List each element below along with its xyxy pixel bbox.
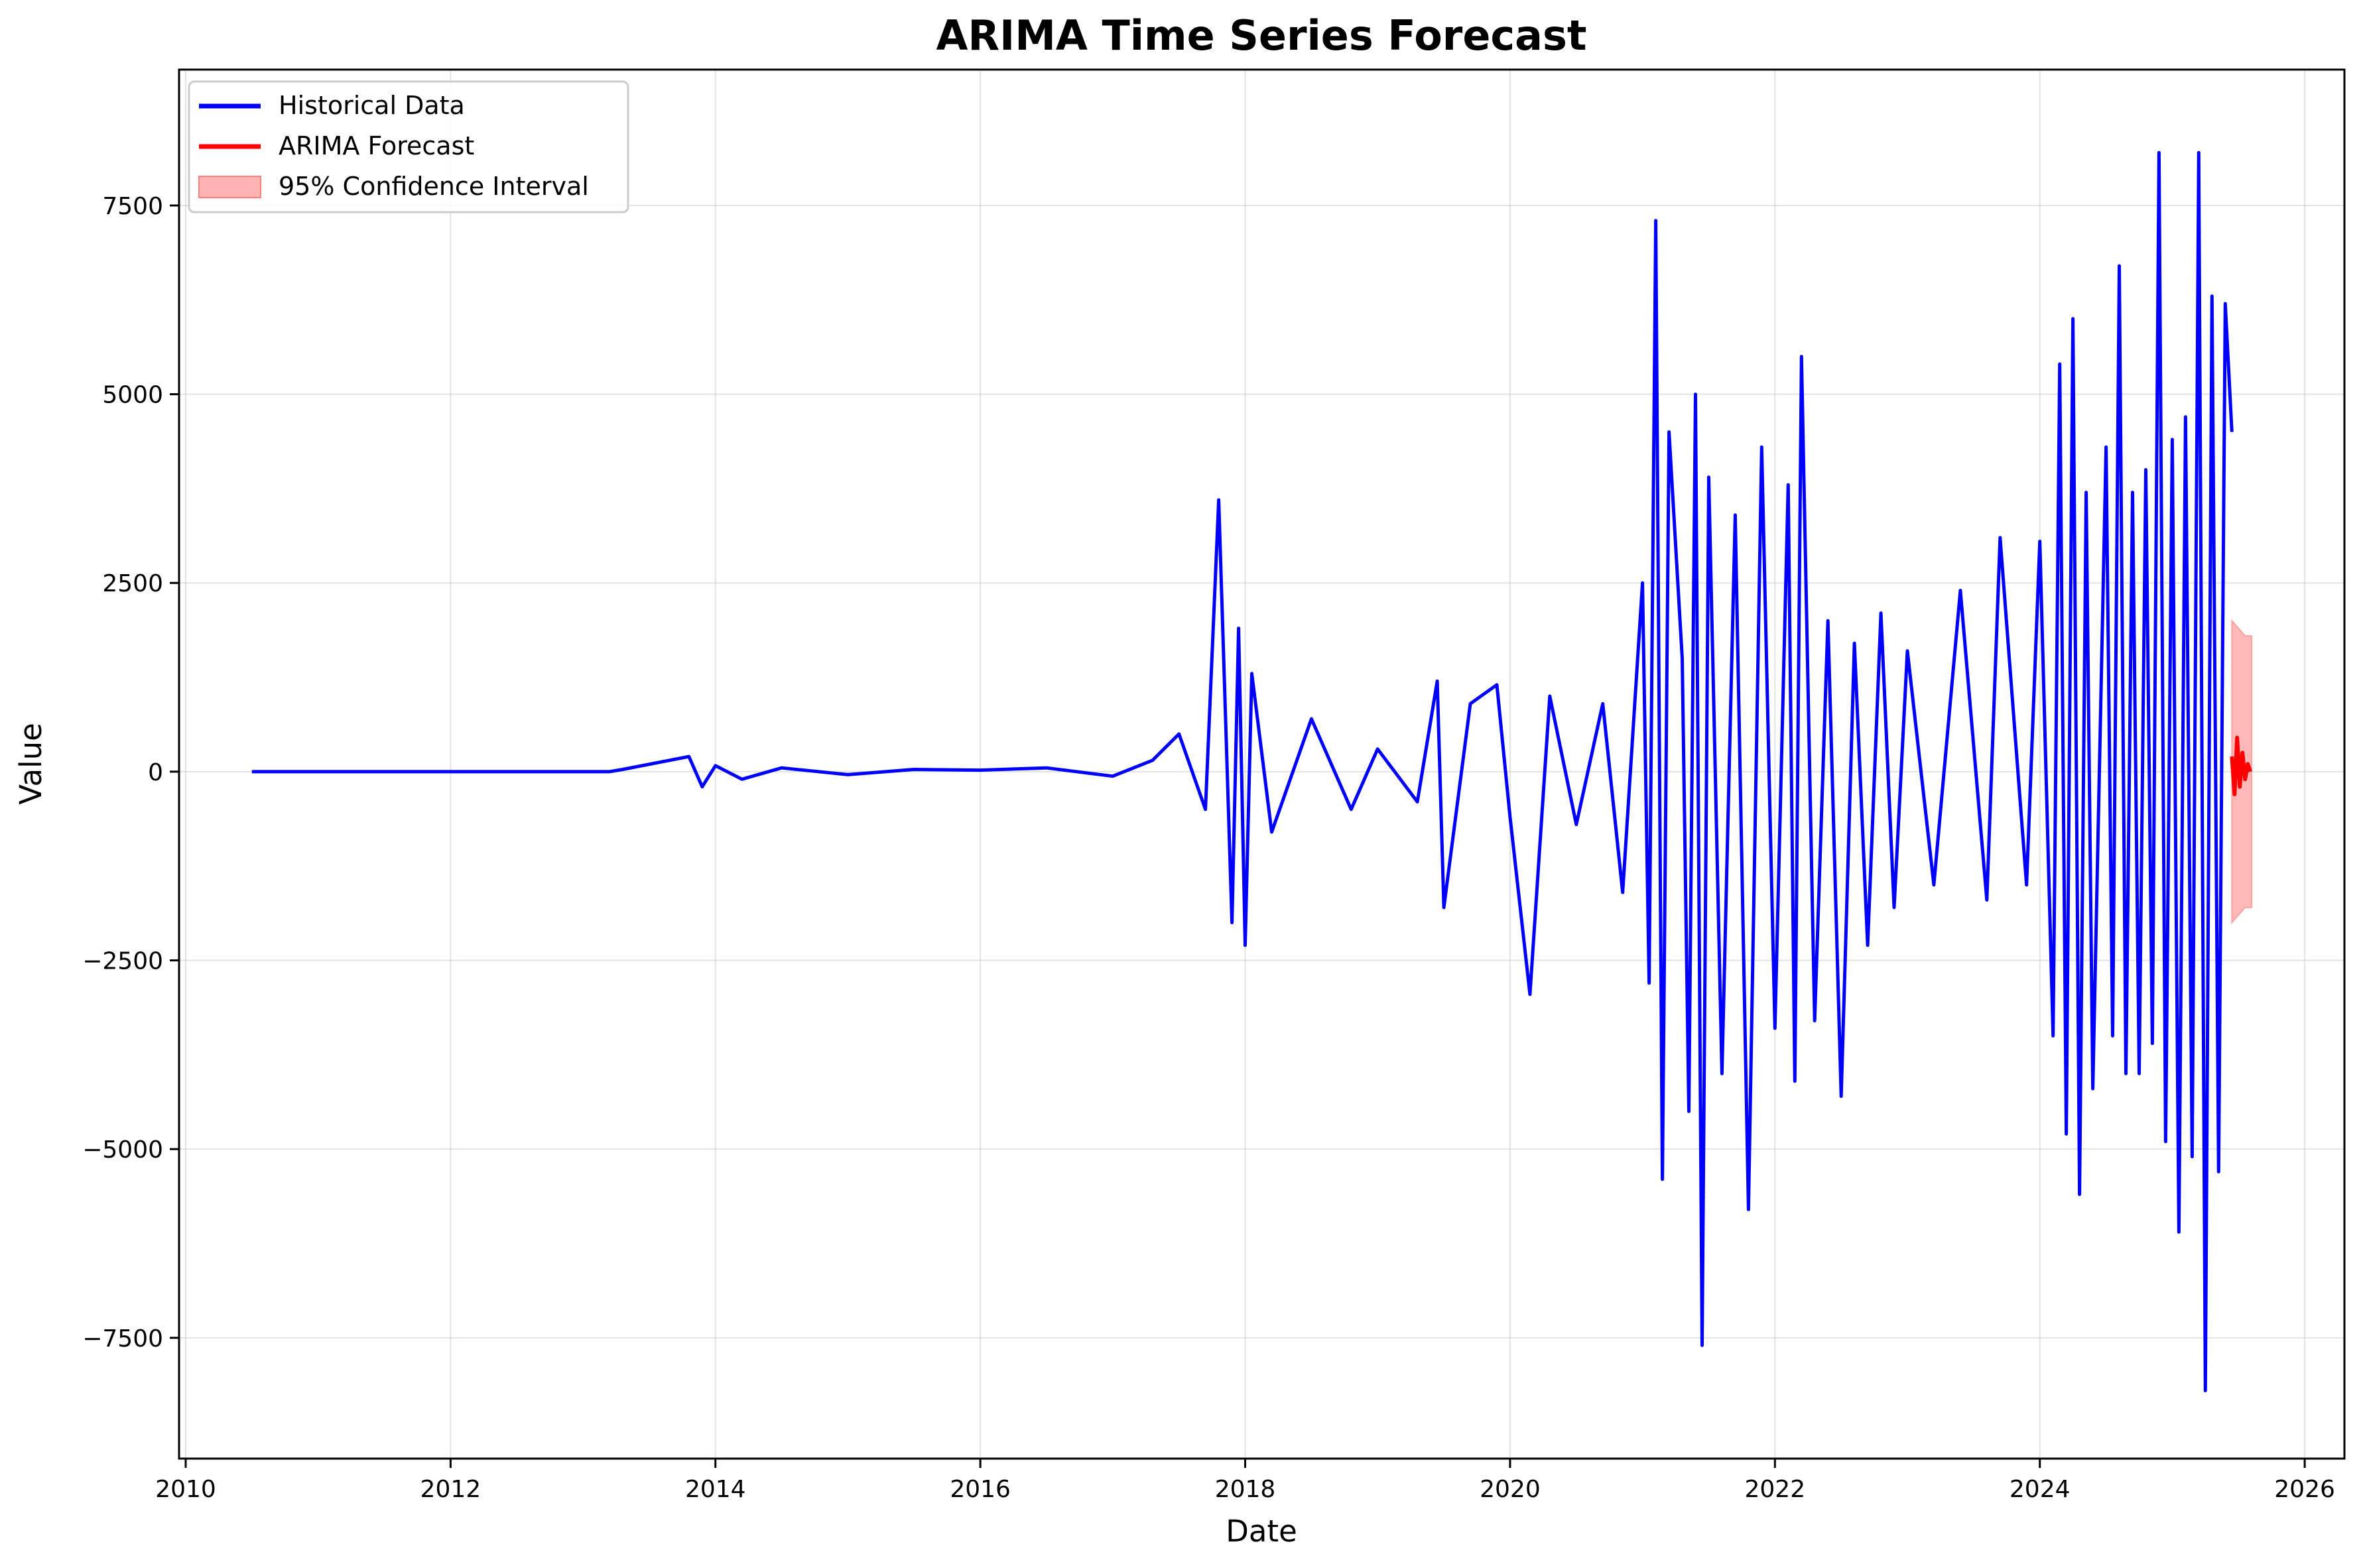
- series-layer: [251, 151, 2253, 1392]
- x-tick-label: 2014: [685, 1476, 746, 1503]
- y-tick-label: −7500: [82, 1325, 163, 1353]
- legend-ci-swatch: [198, 176, 261, 198]
- x-axis-label: Date: [1226, 1514, 1297, 1549]
- historical-data-line: [251, 151, 2234, 1392]
- y-tick-label: 2500: [102, 570, 163, 597]
- y-tick-label: −2500: [82, 948, 163, 975]
- chart-title: ARIMA Time Series Forecast: [936, 11, 1586, 60]
- x-tick-label: 2018: [1215, 1476, 1276, 1503]
- y-tick-label: 0: [148, 759, 163, 786]
- y-tick-label: −5000: [82, 1136, 163, 1164]
- legend: Historical Data ARIMA Forecast 95% Confi…: [188, 80, 629, 213]
- arima-forecast-line: [2230, 735, 2253, 796]
- grid-lines: [179, 70, 2344, 1459]
- x-tick-label: 2026: [2274, 1476, 2335, 1503]
- legend-box: [188, 80, 629, 213]
- y-axis-label: Value: [13, 723, 48, 805]
- x-tick-label: 2010: [155, 1476, 216, 1503]
- legend-forecast-label: ARIMA Forecast: [279, 131, 474, 160]
- plot-frame: [178, 68, 2346, 1460]
- legend-ci-label: 95% Confidence Interval: [279, 172, 589, 201]
- legend-historical-label: Historical Data: [279, 91, 465, 120]
- y-tick-label: 7500: [102, 193, 163, 220]
- x-tick-label: 2012: [420, 1476, 481, 1503]
- x-tick-label: 2024: [2010, 1476, 2071, 1503]
- x-tick-label: 2022: [1745, 1476, 1806, 1503]
- x-axis: 2010 2012 2014 2016 2018 2020 2022 2024 2026: [155, 1459, 2335, 1503]
- y-axis: −7500 −5000 −2500 0 2500 5000 7500: [82, 193, 179, 1353]
- x-tick-label: 2020: [1480, 1476, 1541, 1503]
- x-tick-label: 2016: [950, 1476, 1011, 1503]
- y-tick-label: 5000: [102, 382, 163, 409]
